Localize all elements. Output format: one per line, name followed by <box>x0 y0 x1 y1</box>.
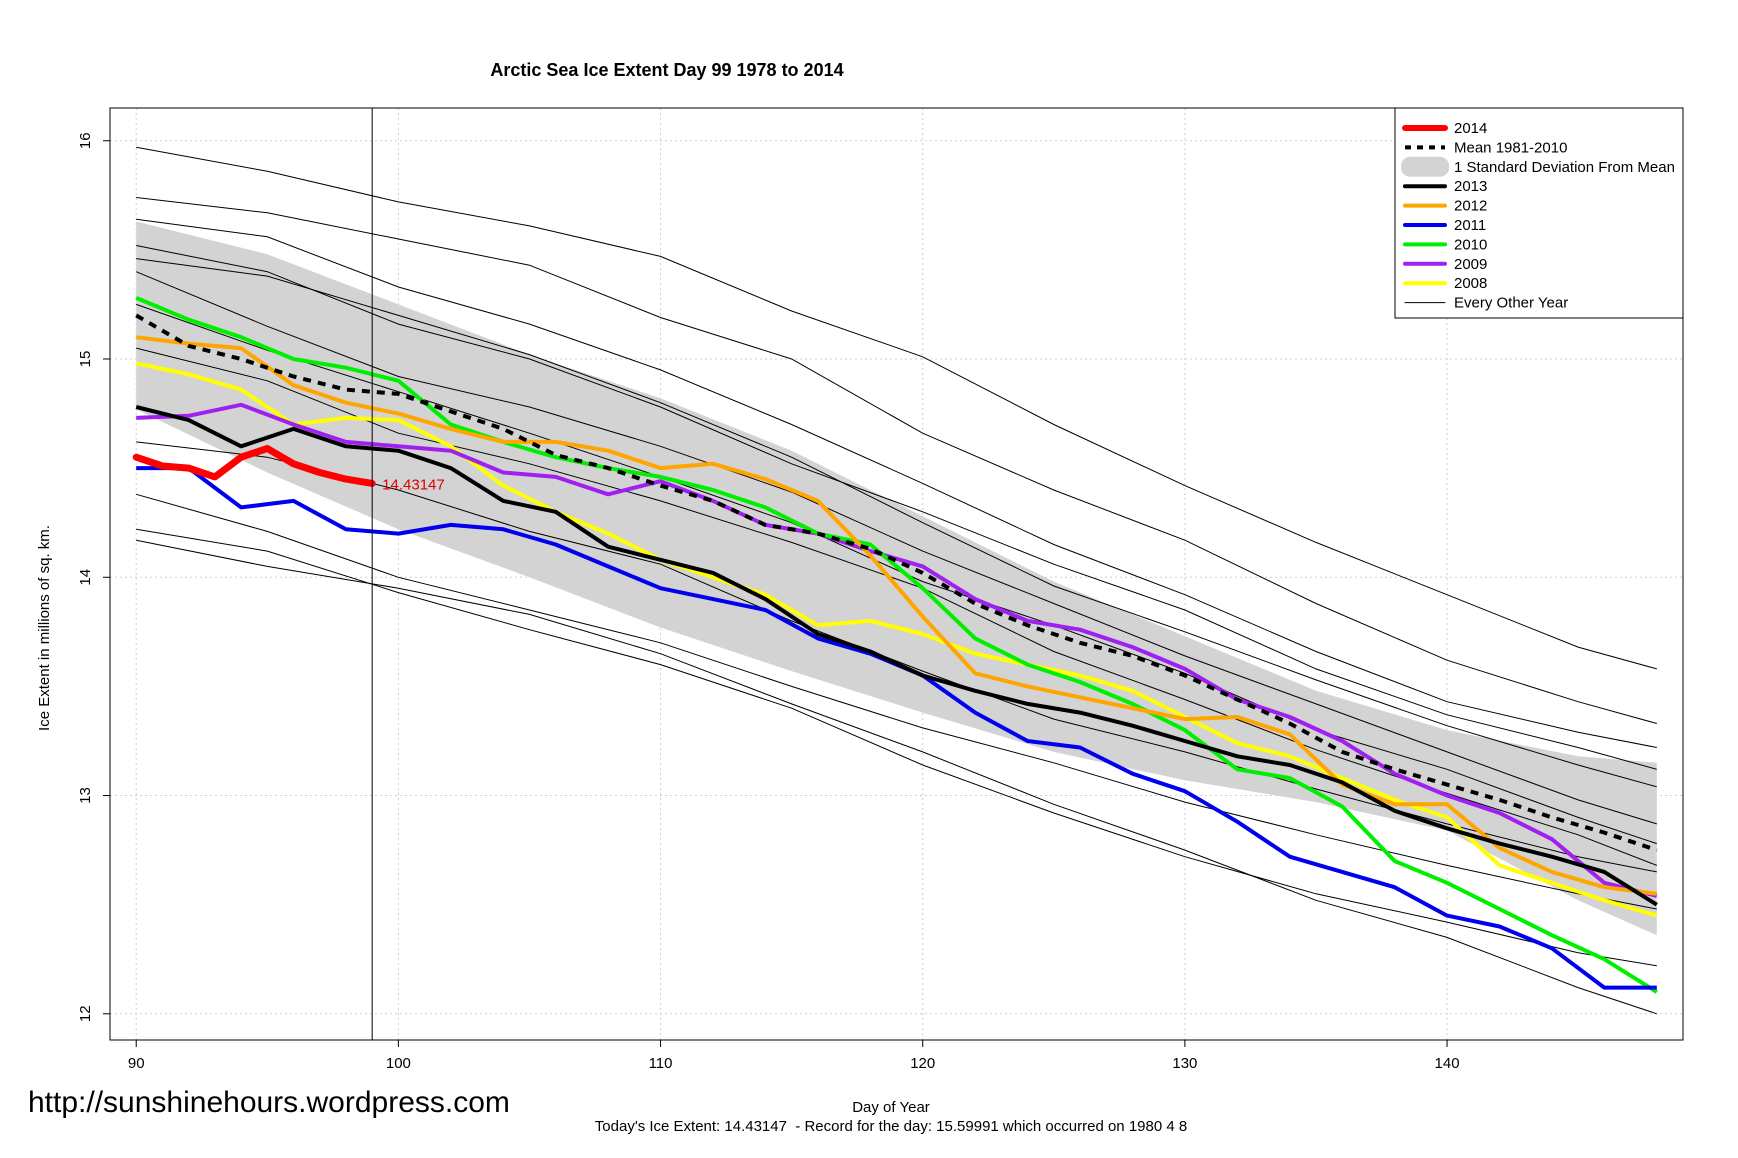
mean-layer <box>135 313 1658 852</box>
legend-label-2012: 2012 <box>1454 198 1487 215</box>
y-tick-label: 12 <box>77 1005 94 1022</box>
std-band-area <box>136 221 1657 936</box>
y-tick-label: 13 <box>77 787 94 804</box>
series-line-mean <box>135 313 1658 852</box>
legend-label-2011: 2011 <box>1454 217 1486 234</box>
y-axis-title: Ice Extent in millions of sq. km. <box>36 525 53 731</box>
legend-label-2014: 2014 <box>1454 120 1487 137</box>
legend-label-mean-1981-2010: Mean 1981-2010 <box>1454 139 1567 156</box>
x-tick-label: 120 <box>910 1055 935 1072</box>
y-tick-label: 14 <box>77 569 94 586</box>
other-year-line-7 <box>136 303 1657 845</box>
other-year-line-3 <box>136 218 1657 748</box>
series-line-2009 <box>136 402 1658 898</box>
x-tick-label: 140 <box>1435 1055 1460 1072</box>
x-tick-label: 130 <box>1172 1055 1197 1072</box>
series-line-2014 <box>132 445 376 487</box>
other-year-line-10 <box>136 493 1657 910</box>
plot-border <box>109 107 1684 1041</box>
x-axis-title: Day of Year <box>852 1099 930 1116</box>
watermark-url: http://sunshinehours.wordpress.com <box>28 1086 510 1119</box>
other-year-line-2 <box>136 197 1657 724</box>
x-tick-label: 100 <box>386 1055 411 1072</box>
legend-label-2008: 2008 <box>1454 275 1487 292</box>
other-year-line-5 <box>136 258 1657 788</box>
other-year-line-9 <box>136 441 1657 873</box>
other-year-line-12 <box>136 539 1657 1015</box>
legend: 2014 Mean 1981-2010 1 Standard Deviation F… <box>1394 107 1684 319</box>
current-year-layer <box>132 445 376 487</box>
tick-layer: 90 100 110 120 130 140 12 13 14 15 16 <box>77 132 1460 1072</box>
other-years-layer <box>136 146 1657 1015</box>
footer-text: Today's Ice Extent: 14.43147 - Record fo… <box>595 1118 1187 1135</box>
chart-title: Arctic Sea Ice Extent Day 99 1978 to 201… <box>490 60 843 80</box>
highlight-years-layer <box>135 296 1658 994</box>
legend-label-2009: 2009 <box>1454 256 1487 273</box>
other-year-line-6 <box>136 271 1657 825</box>
other-year-line-11 <box>136 528 1657 967</box>
other-year-line-1 <box>136 146 1657 670</box>
legend-label-2010: 2010 <box>1454 236 1487 253</box>
other-year-line-4 <box>136 245 1657 770</box>
legend-swatch-1-standard-deviation-from-mean <box>1401 156 1449 177</box>
y-tick-label: 15 <box>77 351 94 368</box>
series-line-2010 <box>135 296 1658 994</box>
std-band-layer <box>136 221 1657 936</box>
series-line-2013 <box>135 405 1658 907</box>
legend-label-every-other-year: Every Other Year <box>1454 295 1568 312</box>
x-tick-label: 90 <box>128 1055 145 1072</box>
current-value-label: 14.43147 <box>382 476 445 493</box>
x-tick-label: 110 <box>649 1055 673 1072</box>
legend-label-2013: 2013 <box>1454 178 1487 195</box>
series-line-2012 <box>135 335 1658 896</box>
legend-label-1-standard-deviation-from-mean: 1 Standard Deviation From Mean <box>1454 159 1675 176</box>
y-tick-label: 16 <box>77 132 94 149</box>
